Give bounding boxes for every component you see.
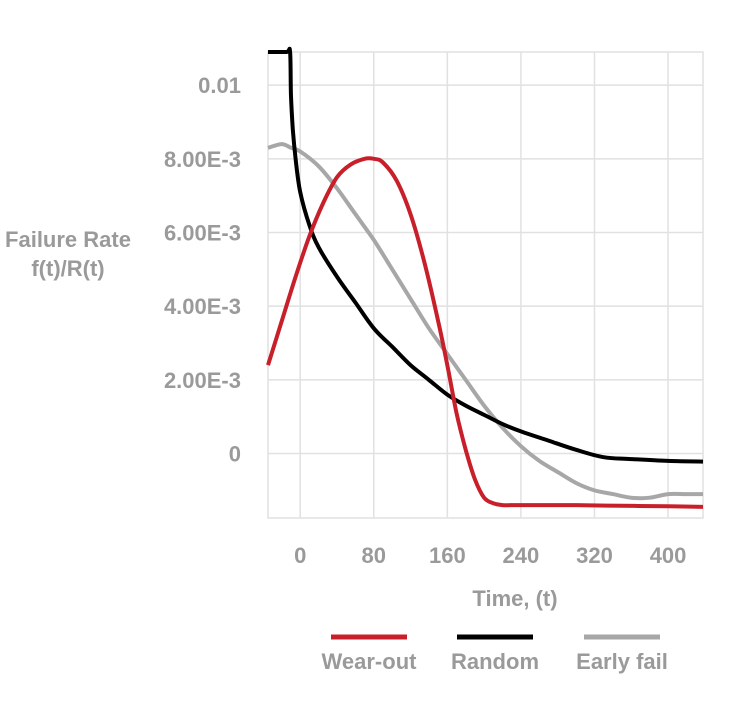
x-tick-label: 320: [576, 543, 613, 568]
y-tick-label: 6.00E-3: [164, 221, 241, 246]
legend-label-random: Random: [451, 649, 539, 674]
x-tick-label: 0: [294, 543, 306, 568]
y-axis-title-line-2: f(t)/R(t): [31, 256, 104, 281]
legend: Wear-out Random Early fail: [322, 634, 668, 674]
legend-label-early-fail: Early fail: [576, 649, 668, 674]
y-tick-label: 4.00E-3: [164, 294, 241, 319]
y-tick-labels: 0 2.00E-3 4.00E-3 6.00E-3 8.00E-3 0.01: [164, 73, 241, 466]
series-line-wear-out: [266, 156, 704, 509]
series-layer: [266, 46, 704, 509]
y-tick-label: 8.00E-3: [164, 147, 241, 172]
series-line-early-fail: [267, 142, 703, 501]
x-tick-label: 160: [429, 543, 466, 568]
x-tick-label: 80: [362, 543, 386, 568]
grid: [267, 51, 704, 519]
series-line-random: [267, 46, 704, 464]
y-axis-title-line-1: Failure Rate: [5, 227, 131, 252]
y-tick-label: 0: [229, 442, 241, 467]
x-tick-label: 400: [650, 543, 687, 568]
y-tick-label: 2.00E-3: [164, 368, 241, 393]
legend-label-wear-out: Wear-out: [322, 649, 418, 674]
x-tick-labels: 0 80 160 240 320 400: [294, 543, 686, 568]
y-tick-label: 0.01: [198, 73, 241, 98]
plot-frame: [267, 51, 704, 519]
x-tick-label: 240: [503, 543, 540, 568]
x-axis-title: Time, (t): [472, 586, 557, 611]
